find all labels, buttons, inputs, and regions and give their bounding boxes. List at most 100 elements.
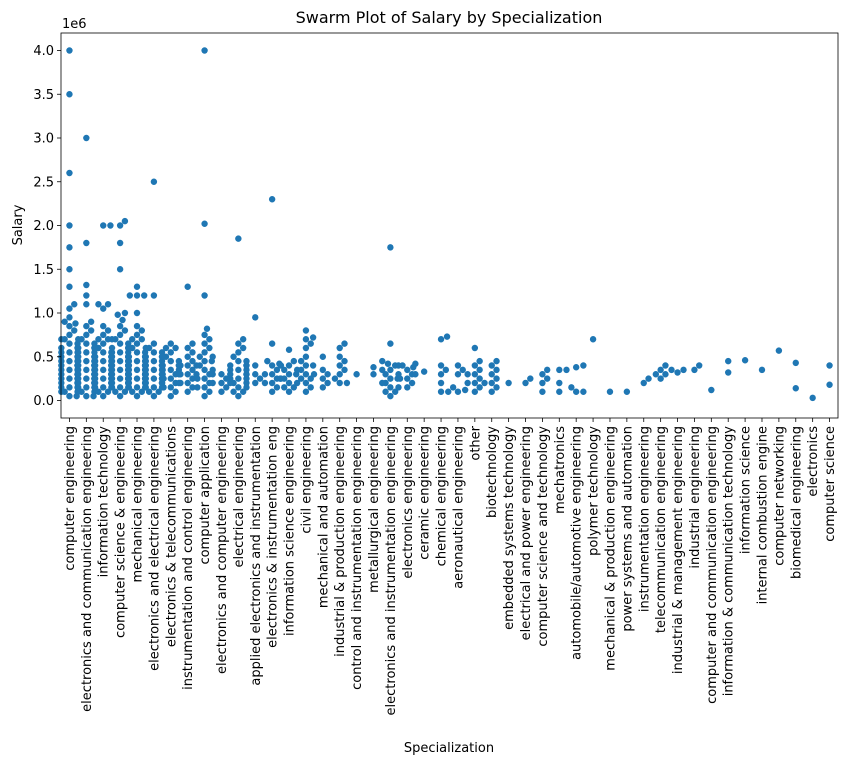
x-tick-label: information science engineering <box>283 426 298 636</box>
data-point <box>420 368 428 375</box>
data-point <box>527 375 534 382</box>
data-point <box>116 366 124 374</box>
data-point <box>83 366 90 374</box>
data-point <box>243 357 250 365</box>
data-point <box>203 325 211 332</box>
data-point <box>442 366 450 374</box>
data-point <box>243 375 250 382</box>
x-tick-label: instrumentation and control engineering <box>181 426 196 690</box>
data-point <box>184 371 191 378</box>
data-point <box>75 336 82 343</box>
data-point <box>399 362 406 369</box>
data-point <box>108 375 116 382</box>
data-point <box>142 366 149 374</box>
data-point <box>138 336 146 343</box>
data-point <box>775 347 783 354</box>
data-point <box>809 394 816 402</box>
data-point <box>227 362 234 369</box>
data-point <box>91 375 99 382</box>
data-point <box>674 369 681 376</box>
data-point <box>657 375 664 382</box>
data-point <box>133 309 141 317</box>
data-point <box>116 384 124 391</box>
data-point <box>563 366 570 374</box>
x-tick-label: electronics and computer engineering <box>215 426 230 674</box>
data-point <box>108 366 116 374</box>
data-point <box>167 357 174 365</box>
data-point <box>116 331 124 339</box>
data-point <box>100 366 107 374</box>
x-tick-label: biomedical engineering <box>789 426 804 579</box>
data-point <box>680 366 687 374</box>
data-point <box>167 384 174 391</box>
x-tick-label: ceramic engineering <box>418 426 433 560</box>
data-point <box>167 392 174 400</box>
data-point <box>189 357 196 365</box>
data-point <box>239 336 247 343</box>
x-tick-label: computer science and technology <box>536 426 551 647</box>
data-point <box>544 375 551 382</box>
data-point <box>125 353 133 360</box>
data-point <box>83 331 90 339</box>
data-point <box>83 322 90 330</box>
data-point <box>142 344 149 352</box>
data-point <box>125 375 133 382</box>
data-point <box>387 340 394 347</box>
y-tick-label: 1.0 <box>33 307 54 322</box>
data-point <box>83 340 90 347</box>
data-point <box>108 344 116 352</box>
data-point <box>309 334 317 341</box>
x-tick-label: chemical engineering <box>435 426 450 566</box>
data-point <box>66 349 73 356</box>
x-tick-label: electrical engineering <box>232 426 247 567</box>
x-ticks: computer engineering electronics and comm… <box>63 418 838 715</box>
data-point <box>481 379 488 387</box>
data-point <box>476 366 483 374</box>
data-point <box>243 362 250 369</box>
data-point <box>177 379 184 387</box>
data-point <box>83 134 90 142</box>
y-tick-label: 2.0 <box>33 219 54 234</box>
data-point <box>454 362 462 369</box>
data-point <box>209 366 216 374</box>
x-tick-label: computer and communication engineering <box>705 426 720 704</box>
x-tick-label: mechanical and automation <box>316 426 331 608</box>
x-tick-label: computer engineering <box>63 426 78 571</box>
data-point <box>281 384 288 391</box>
data-point <box>201 349 208 356</box>
data-point <box>235 375 242 382</box>
data-point <box>404 375 411 382</box>
data-point <box>239 344 247 352</box>
data-point <box>129 388 136 395</box>
data-point <box>273 366 281 374</box>
x-tick-label: metallurgical engineering <box>367 426 382 593</box>
data-point <box>476 384 483 391</box>
x-tick-label: control and instrumentation engineering <box>350 426 365 690</box>
data-point <box>437 336 445 343</box>
data-point <box>66 375 73 382</box>
data-point <box>302 388 310 395</box>
x-tick-label: telecommunication engineering <box>654 426 669 633</box>
data-point <box>167 366 174 374</box>
data-point <box>95 388 102 395</box>
data-point <box>189 340 196 347</box>
data-point <box>387 375 394 382</box>
data-point <box>341 340 348 347</box>
data-point <box>668 366 675 374</box>
data-point <box>580 362 587 369</box>
data-point <box>66 91 73 98</box>
data-point <box>235 357 242 365</box>
data-point <box>493 357 500 365</box>
data-point <box>133 375 141 382</box>
data-point <box>201 366 208 374</box>
data-point <box>412 371 419 378</box>
data-point <box>580 388 587 395</box>
x-tick-label: computer networking <box>772 426 787 566</box>
data-point <box>150 340 158 347</box>
data-point <box>645 375 652 382</box>
x-tick-label: electronics engineering <box>401 426 416 579</box>
data-point <box>133 366 141 374</box>
data-point <box>209 353 216 360</box>
x-tick-label: electrical and power engineering <box>519 426 534 640</box>
data-point <box>826 381 833 388</box>
